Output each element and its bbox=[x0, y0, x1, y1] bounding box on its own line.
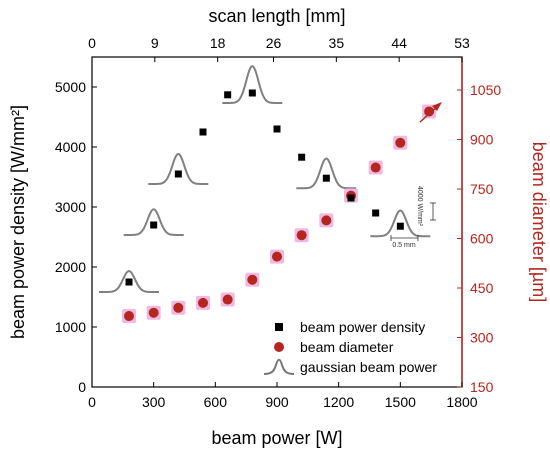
y-right-tick-label: 300 bbox=[470, 330, 494, 346]
gaussian-curve bbox=[123, 208, 184, 236]
top-tick-label: 53 bbox=[454, 35, 470, 51]
y-left-axis-title: beam power density [W/mm²] bbox=[8, 105, 28, 339]
top-tick-label: 35 bbox=[329, 35, 345, 51]
power-density-point bbox=[298, 153, 306, 161]
y-right-tick-label: 600 bbox=[470, 231, 494, 247]
gaussian-curve bbox=[370, 209, 431, 238]
beam-diameter-point bbox=[148, 307, 159, 318]
top-tick-label: 18 bbox=[210, 35, 226, 51]
y-left-tick-label: 2000 bbox=[55, 259, 86, 275]
power-density-point bbox=[248, 89, 256, 97]
gaussian-curve bbox=[296, 157, 357, 190]
y-right-tick-label: 450 bbox=[470, 280, 494, 296]
power-density-point bbox=[396, 222, 404, 230]
gaussian-curve bbox=[148, 152, 209, 185]
y-left-tick-label: 0 bbox=[78, 379, 86, 395]
power-density-point bbox=[174, 170, 182, 178]
beam-power-density-points bbox=[125, 89, 404, 286]
y-right-tick-label: 750 bbox=[470, 181, 494, 197]
x-tick-label: 0 bbox=[88, 394, 96, 410]
right-axis: 150 300 450 600 750 900 1050 bbox=[457, 82, 501, 395]
gaussian-curve bbox=[99, 270, 159, 293]
power-density-point bbox=[347, 194, 355, 202]
x-tick-label: 900 bbox=[265, 394, 289, 410]
beam-diameter-point bbox=[124, 311, 134, 322]
legend-circle-marker bbox=[274, 342, 284, 352]
x-tick-label: 1200 bbox=[323, 394, 354, 410]
scale-bar-horizontal-label: 0.5 mm bbox=[392, 242, 416, 249]
power-density-point bbox=[322, 174, 330, 182]
beam-diameter-point bbox=[296, 230, 307, 241]
beam-diameter-point bbox=[173, 302, 184, 313]
top-axis: 0 9 18 26 35 44 53 bbox=[88, 35, 470, 62]
y-right-tick-label: 900 bbox=[470, 132, 494, 148]
power-density-point bbox=[125, 278, 133, 286]
power-density-point bbox=[372, 209, 380, 217]
x-tick-label: 1500 bbox=[385, 394, 416, 410]
x-tick-label: 1800 bbox=[446, 394, 477, 410]
trend-arrow bbox=[419, 102, 442, 123]
beam-diameter-point bbox=[198, 297, 208, 308]
legend-gaussian-marker bbox=[263, 358, 295, 375]
beam-diameter-point bbox=[222, 294, 233, 305]
top-tick-label: 9 bbox=[151, 35, 159, 51]
y-left-tick-label: 4000 bbox=[55, 139, 86, 155]
beam-diameter-point bbox=[272, 251, 282, 262]
y-left-tick-label: 3000 bbox=[55, 199, 86, 215]
legend-label-diameter: beam diameter bbox=[300, 339, 394, 355]
scale-bar: 4000 W/mm² 0.5 mm bbox=[390, 186, 436, 249]
power-density-point bbox=[273, 125, 281, 133]
top-tick-label: 0 bbox=[88, 35, 96, 51]
y-right-tick-label: 1050 bbox=[470, 82, 501, 98]
beam-diameter-point bbox=[247, 274, 258, 285]
legend-label-power-density: beam power density bbox=[300, 319, 425, 335]
y-left-tick-label: 5000 bbox=[55, 79, 86, 95]
beam-diameter-points bbox=[122, 104, 437, 324]
left-axis: 0 1000 2000 3000 4000 5000 bbox=[55, 79, 97, 395]
y-right-axis-title: beam diameter [µm] bbox=[529, 142, 549, 302]
x-tick-label: 600 bbox=[204, 394, 228, 410]
legend-square-marker bbox=[275, 323, 283, 331]
top-tick-label: 26 bbox=[266, 35, 282, 51]
beam-diameter-point bbox=[395, 137, 406, 148]
gaussian-curve bbox=[222, 64, 283, 104]
top-axis-title: scan length [mm] bbox=[208, 6, 345, 26]
beam-diameter-point bbox=[424, 106, 435, 117]
x-axis-title: beam power [W] bbox=[211, 428, 342, 448]
bottom-axis: 0 300 600 900 1200 1500 1800 bbox=[88, 382, 478, 410]
legend: beam power density beam diameter gaussia… bbox=[263, 319, 437, 375]
beam-diameter-point bbox=[370, 162, 381, 173]
power-density-point bbox=[199, 128, 207, 136]
beam-diameter-point bbox=[321, 215, 332, 226]
scale-bar-vertical-label: 4000 W/mm² bbox=[416, 186, 423, 227]
x-tick-label: 300 bbox=[142, 394, 166, 410]
power-density-point bbox=[150, 221, 158, 229]
legend-label-gaussian: gaussian beam power bbox=[300, 359, 437, 375]
power-density-point bbox=[224, 91, 232, 99]
y-left-tick-label: 1000 bbox=[55, 319, 86, 335]
top-tick-label: 44 bbox=[391, 35, 407, 51]
y-right-tick-label: 150 bbox=[470, 379, 494, 395]
gaussian-curves bbox=[99, 64, 431, 293]
